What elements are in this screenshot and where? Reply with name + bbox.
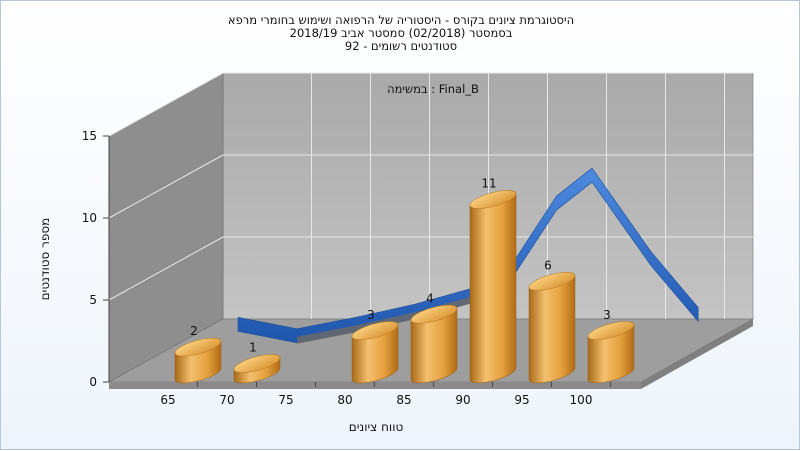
y-tick-label: 10: [82, 211, 97, 225]
x-tick-label: 80: [337, 393, 352, 407]
bar-top: [469, 190, 517, 209]
x-tick-label: 70: [219, 393, 234, 407]
bar-value-label: 2: [190, 324, 198, 338]
grid-line-side: [108, 154, 224, 219]
bar-value-label: 11: [481, 177, 496, 191]
bar-top: [174, 337, 222, 357]
x-tick-label: 100: [570, 393, 593, 407]
x-tick-label: 95: [514, 393, 529, 407]
grid-line-side: [108, 236, 224, 301]
bar-top: [587, 321, 635, 340]
chart-title-line-2: בסמסטר (02/2018) סמסטר אביב 2018/19: [289, 26, 513, 40]
x-tick-label: 85: [396, 393, 411, 407]
x-axis-label: טווח ציונים: [349, 420, 404, 434]
bar-value-label: 1: [249, 341, 257, 355]
grid-line-side: [108, 72, 224, 137]
bar-value-label: 3: [367, 308, 375, 322]
chart-title-line-1: היסטוגרמת ציונים בקורס - היסטוריה של הרפ…: [227, 13, 575, 27]
bar-top: [351, 321, 399, 340]
bar-value-label: 6: [544, 259, 552, 273]
bar-95: [528, 272, 576, 384]
y-axis-label: מספר סטודנטים: [38, 218, 52, 301]
x-tick-label: 65: [160, 393, 175, 407]
bar-body: [469, 193, 517, 384]
bar-top: [410, 304, 458, 324]
chart-right-edge: [641, 319, 753, 389]
bar-100: [587, 321, 635, 384]
bar-top: [233, 354, 281, 373]
bar-90: [469, 190, 517, 384]
bar-body: [410, 308, 458, 384]
bar-body: [528, 275, 576, 384]
y-tick-label: 15: [82, 129, 97, 143]
bar-value-label: 4: [426, 291, 434, 305]
density-curve-underside: [297, 295, 474, 344]
chart-title-line-3: סטודנטים רשומים - 92: [344, 39, 458, 53]
chart-subtitle: במשימה : Final_B: [387, 82, 479, 96]
bar-70: [233, 354, 281, 384]
bar-65: [174, 337, 222, 384]
y-tick-label: 0: [89, 375, 97, 389]
bar-top: [528, 272, 576, 291]
bar-value-label: 3: [603, 308, 611, 322]
y-tick-label: 5: [89, 293, 97, 307]
x-tick-label: 90: [455, 393, 470, 407]
bar-85: [410, 304, 458, 384]
bar-80: [351, 321, 399, 384]
x-tick-label: 75: [278, 393, 293, 407]
